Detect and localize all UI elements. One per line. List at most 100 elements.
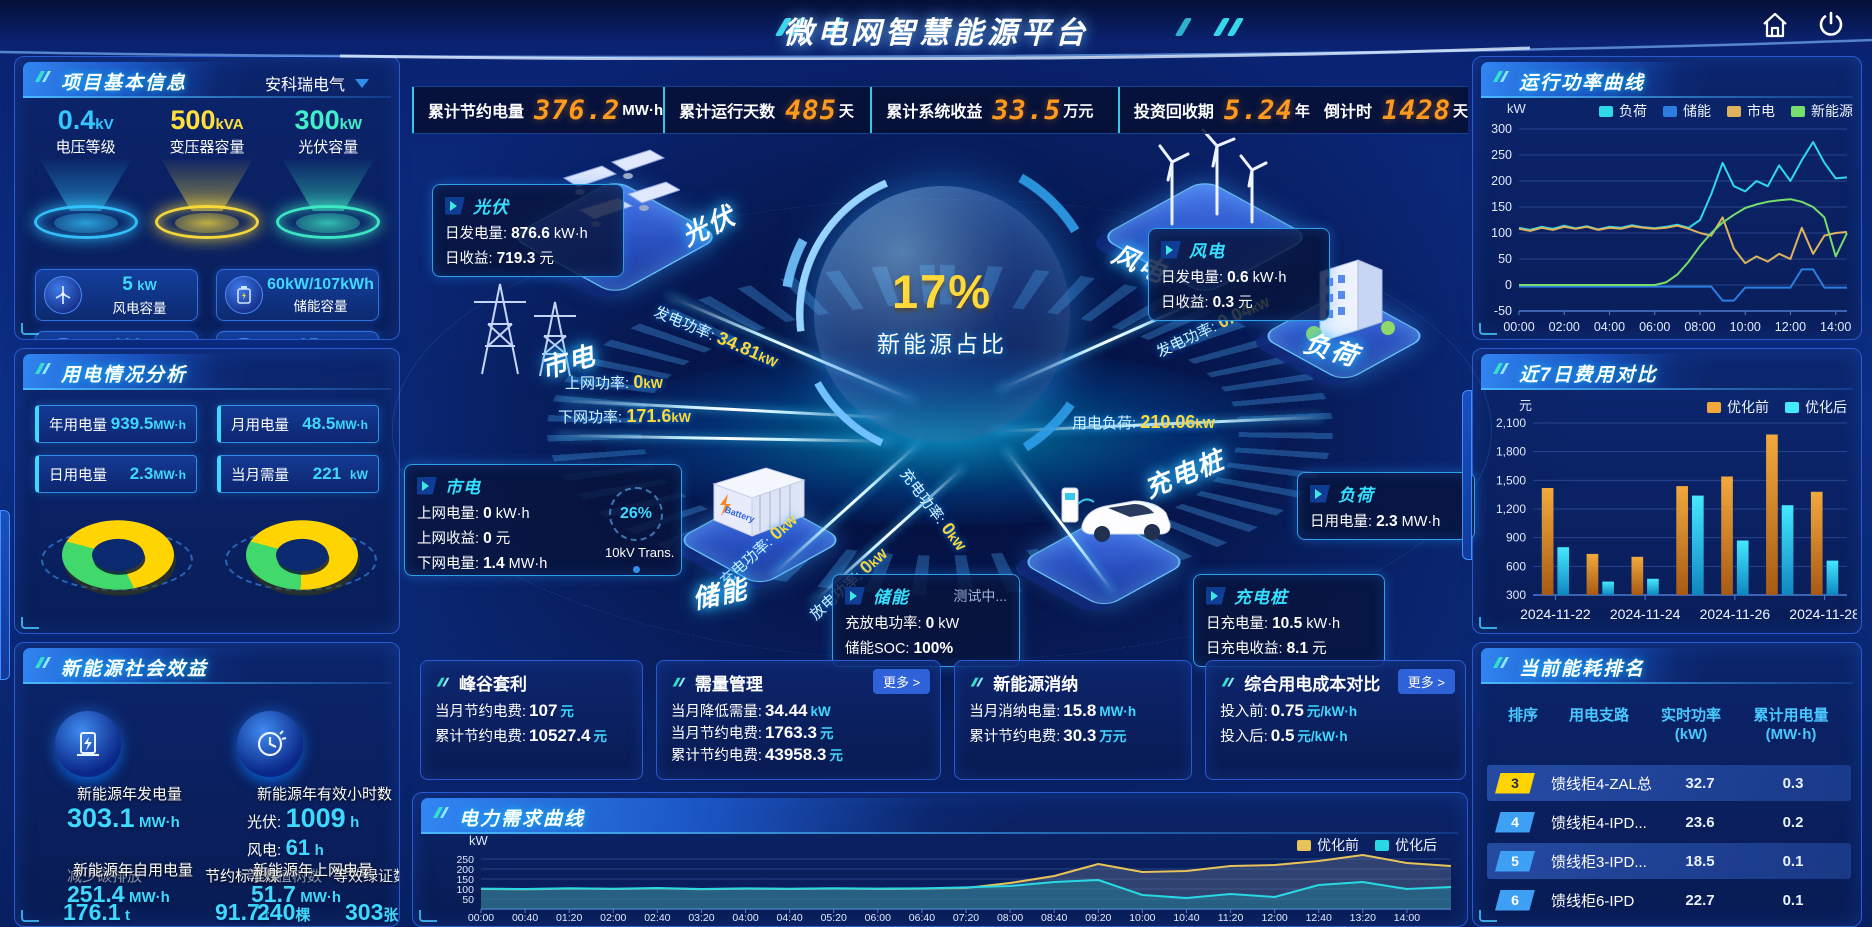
svg-text:02:40: 02:40 [644, 912, 670, 924]
legend-item[interactable]: 市电 [1727, 101, 1775, 121]
capacity-cones: 0.4kV 电压等级 500kVA 变压器容量 300kW 光伏容量 [25, 105, 389, 265]
table-row[interactable]: 5 馈线柜3-IPD... 18.5 0.1 [1487, 843, 1851, 879]
svg-text:250: 250 [1491, 148, 1512, 162]
panel-title: 用电情况分析 [61, 365, 188, 386]
rank-badge: 5 [1495, 850, 1535, 872]
card-arrow-icon [445, 196, 465, 215]
svg-text:-50: -50 [1494, 304, 1512, 318]
run-power-chart: -50 0 50 100 150 200 250 300 00:00 02:00 04:00 06:0… [1477, 121, 1857, 339]
tree-label: 等效植树数 [247, 868, 323, 885]
svg-text:04:00: 04:00 [1594, 320, 1625, 334]
branch-name: 馈线柜4-ZAL总 [1551, 775, 1652, 793]
month-energy-donut [33, 499, 203, 599]
svg-text:08:00: 08:00 [1684, 320, 1715, 334]
wind-capacity-card: 5 kW 风电容量 [35, 269, 198, 321]
panel-usage-analysis: 用电情况分析 年用电量 939.5MW·h 月用电量 48.5MW·h 日用电量 2.… [14, 348, 400, 634]
panel-flag-icon [35, 71, 51, 82]
ev-info-card: 充电桩 日充电量: 10.5 kW·h 日充电收益: 8.1 元 [1193, 574, 1385, 667]
feed-value: 51.7 MW·h [251, 881, 342, 907]
project-selector[interactable]: 安科瑞电气 [265, 71, 369, 95]
wind-hours: 风电: 61 h [247, 835, 324, 860]
legend-item[interactable]: 储能 [1663, 101, 1711, 121]
gen-label: 新能源年发电量 [77, 786, 183, 803]
svg-text:100: 100 [1491, 226, 1512, 240]
run-power-y-unit: kW [1507, 101, 1526, 116]
table-row[interactable]: 3 馈线柜4-ZAL总 32.7 0.3 [1487, 765, 1851, 801]
legend-item[interactable]: 优化后 [1785, 397, 1847, 417]
panel-project-info: 项目基本信息 安科瑞电气 0.4kV 电压等级 500kVA 变压器容量 300… [14, 56, 400, 340]
transformer-capacity-cone: 500kVA 变压器容量 [149, 105, 265, 265]
total-energy: 0.3 [1782, 774, 1804, 792]
home-icon[interactable] [1760, 10, 1790, 40]
flow-load-power: 用电负荷: 210.06kW [1072, 412, 1215, 432]
legend-item[interactable]: 优化前 [1297, 835, 1359, 855]
svg-text:00:00: 00:00 [1503, 320, 1534, 334]
co2-value: 176.1 t [63, 899, 131, 925]
table-row[interactable]: 6 馈线柜6-IPD 22.7 0.1 [1487, 882, 1851, 918]
cost-compare-chart: 300 600 900 1,200 1,500 1,800 2,100 2024-11-22… [1477, 415, 1860, 633]
svg-text:06:00: 06:00 [865, 912, 891, 924]
total-energy: 0.1 [1782, 852, 1804, 870]
kpi-saved-energy: 累计节约电量 376.2 MW·h [412, 87, 663, 133]
panel-cost-compare: 近7日费用对比 元 优化前 优化后 300 600 900 1,200 1,500 1,80… [1472, 348, 1862, 634]
power-icon[interactable] [1816, 10, 1846, 40]
collapse-handle-right[interactable] [1462, 390, 1472, 560]
ac-charger-icon [225, 338, 263, 339]
table-row[interactable]: 4 馈线柜4-IPD... 23.6 0.2 [1487, 804, 1851, 840]
svg-text:200: 200 [1491, 174, 1512, 188]
gen-value: 303.1 MW·h [67, 803, 180, 833]
realtime-power: 32.7 [1685, 774, 1715, 792]
ev-car-icon [1061, 487, 1171, 542]
battery-container-icon: Battery [712, 467, 806, 537]
hours-clock-icon [237, 711, 303, 777]
cost-more-button[interactable]: 更多 > [1397, 669, 1455, 694]
svg-text:2024-11-22: 2024-11-22 [1520, 606, 1591, 622]
month-usage-stat: 月用电量 48.5MW·h [217, 405, 379, 443]
svg-text:11:20: 11:20 [1218, 912, 1244, 924]
cost-legend: 优化前 优化后 [1691, 397, 1847, 417]
svg-text:13:20: 13:20 [1350, 912, 1376, 924]
svg-text:2024-11-28: 2024-11-28 [1789, 606, 1857, 622]
transformer-label: 10kV Trans. [605, 545, 675, 560]
card-flag-icon [436, 677, 450, 687]
demand-y-unit: kW [469, 833, 488, 848]
wind-info-card: 风电 日发电量: 0.6 kW·h 日收益: 0.3 元 [1148, 228, 1330, 321]
legend-item[interactable]: 优化后 [1375, 835, 1437, 855]
renewable-share-pct: 17% [891, 265, 993, 318]
svg-text:02:00: 02:00 [600, 912, 626, 924]
svg-text:10:00: 10:00 [1730, 320, 1761, 334]
pv-capacity-cone: 300kW 光伏容量 [270, 105, 386, 265]
svg-text:14:00: 14:00 [1394, 912, 1420, 924]
pv-info-card: 光伏 日发电量: 876.6 kW·h 日收益: 719.3 元 [432, 184, 624, 277]
svg-text:250: 250 [456, 854, 474, 866]
svg-text:50: 50 [1498, 252, 1512, 266]
panel-title: 运行功率曲线 [1519, 73, 1646, 94]
panel-title: 电力需求曲线 [459, 809, 586, 830]
wind-icon [44, 276, 82, 314]
wind-turbines-icon [1158, 128, 1268, 226]
generation-icon [55, 711, 121, 777]
battery-icon [225, 276, 263, 314]
legend-item[interactable]: 优化前 [1707, 397, 1769, 417]
transformer-pct: 26% [609, 487, 663, 541]
svg-text:03:20: 03:20 [688, 912, 714, 924]
usage-stats: 年用电量 939.5MW·h 月用电量 48.5MW·h 日用电量 2.3MW·h 当… [35, 405, 379, 493]
svg-text:300: 300 [1506, 588, 1526, 602]
run-power-legend: 负荷 储能 市电 新能源 [1583, 101, 1853, 121]
realtime-power: 18.5 [1685, 852, 1715, 870]
svg-text:100: 100 [456, 884, 474, 896]
svg-text:150: 150 [456, 874, 474, 886]
legend-item[interactable]: 负荷 [1599, 101, 1647, 121]
branch-name: 馈线柜6-IPD [1551, 892, 1635, 910]
legend-item[interactable]: 新能源 [1791, 101, 1853, 121]
svg-text:1,200: 1,200 [1496, 502, 1526, 516]
collapse-handle-left[interactable] [0, 510, 10, 680]
kpi-payback: 投资回收期 5.24 年 倒计时 1428 天 [1117, 87, 1468, 133]
renewable-share-label: 新能源占比 [877, 331, 1007, 357]
panel-social-benefit: 新能源社会效益 新能源年发电量 303.1 MW·h 新能源年有效小时数 光伏:… [14, 642, 400, 927]
demand-more-button[interactable]: 更多 > [873, 669, 931, 694]
header-curve-decoration [0, 38, 1872, 60]
demand-legend: 优化前 优化后 [1281, 835, 1437, 855]
renewable-share-bubble: 17% 新能源占比 [814, 186, 1070, 442]
